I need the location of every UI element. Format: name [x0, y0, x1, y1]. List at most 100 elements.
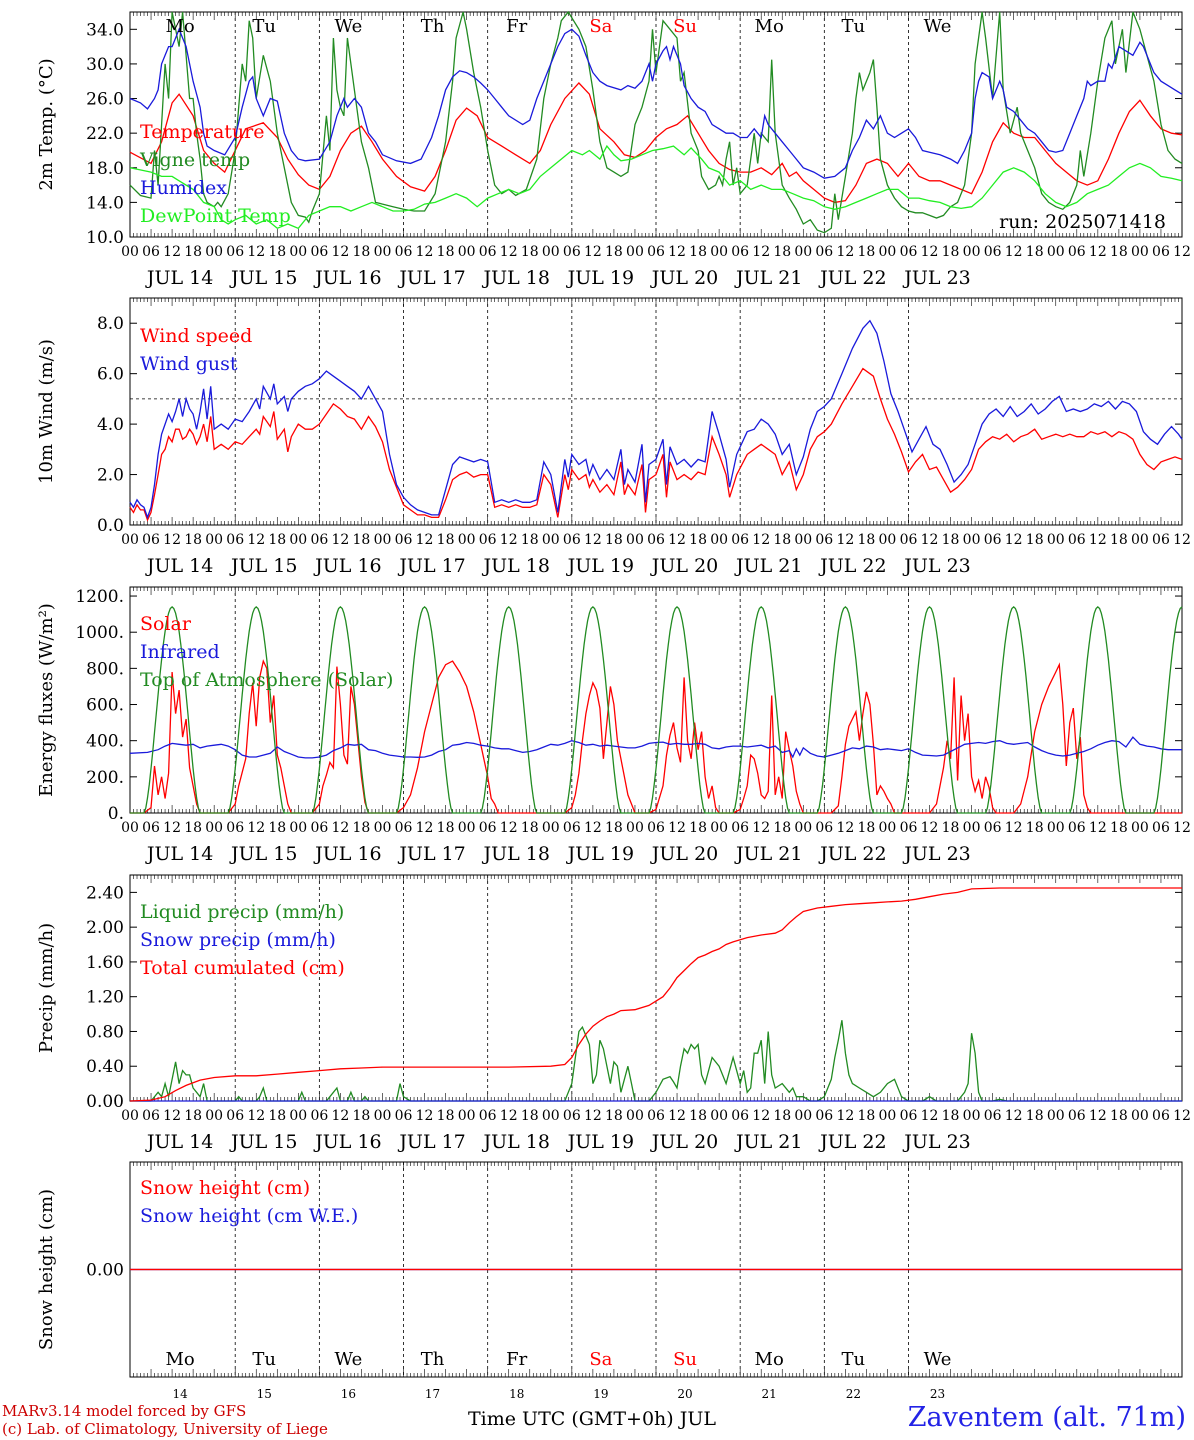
- hour-tick-label: 00: [794, 244, 812, 260]
- series-line: [130, 659, 1182, 814]
- hour-tick-label: 00: [1131, 1108, 1149, 1124]
- hour-tick-label: 12: [247, 244, 265, 260]
- date-label: JUL 14: [145, 1131, 213, 1153]
- date-label: JUL 19: [566, 555, 634, 577]
- y-tick-label: 400.: [86, 732, 124, 752]
- hour-tick-label: 00: [289, 532, 307, 548]
- date-label: JUL 19: [566, 267, 634, 289]
- hour-tick-label: 18: [689, 820, 707, 836]
- hour-tick-label: 00: [963, 244, 981, 260]
- date-label: JUL 15: [229, 843, 297, 865]
- hour-tick-label: 12: [416, 244, 434, 260]
- hour-tick-label: 00: [794, 1108, 812, 1124]
- hour-tick-label: 06: [815, 532, 833, 548]
- date-label: JUL 16: [313, 843, 381, 865]
- date-label: JUL 22: [818, 843, 886, 865]
- day-name: Mo: [755, 16, 784, 37]
- hour-tick-label: 12: [1173, 244, 1191, 260]
- y-tick-label: 8.0: [97, 314, 124, 334]
- hour-tick-label: 06: [1152, 820, 1170, 836]
- hour-tick-label: 00: [879, 1108, 897, 1124]
- hour-tick-label: 00: [879, 244, 897, 260]
- hour-tick-label: 00: [289, 1108, 307, 1124]
- hour-tick-label: 12: [584, 532, 602, 548]
- y-tick-label: 1000.: [75, 623, 124, 643]
- series-line: [129, 27, 1183, 179]
- hour-tick-label: 18: [605, 1108, 623, 1124]
- hour-tick-label: 12: [921, 244, 939, 260]
- date-label: JUL 16: [313, 555, 381, 577]
- hour-tick-label: 18: [268, 244, 286, 260]
- legend-entry: Snow height (cm): [140, 1177, 310, 1199]
- day-number: 23: [930, 1387, 945, 1401]
- day-number: 21: [762, 1387, 777, 1401]
- hour-tick-label: 18: [1026, 820, 1044, 836]
- hour-tick-label: 12: [921, 532, 939, 548]
- hour-tick-label: 00: [626, 532, 644, 548]
- date-label: JUL 19: [566, 843, 634, 865]
- hour-tick-label: 18: [857, 244, 875, 260]
- series-line: [130, 606, 1183, 814]
- hour-tick-label: 06: [900, 1108, 918, 1124]
- hour-tick-label: 12: [752, 1108, 770, 1124]
- date-label: JUL 18: [481, 1131, 549, 1153]
- hour-tick-label: 12: [584, 820, 602, 836]
- day-number: 20: [677, 1387, 692, 1401]
- date-label: JUL 20: [650, 555, 718, 577]
- day-name: We: [335, 16, 363, 37]
- hour-tick-label: 12: [500, 532, 518, 548]
- y-tick-label: 2.40: [86, 883, 124, 903]
- hour-tick-label: 12: [921, 820, 939, 836]
- series-line: [129, 144, 1183, 230]
- y-axis-label: Precip (mm/h): [36, 923, 57, 1053]
- hour-tick-label: 06: [1152, 1108, 1170, 1124]
- date-label: JUL 21: [734, 267, 802, 289]
- hour-tick-label: 06: [647, 532, 665, 548]
- legend-entry: DewPoint Temp: [140, 205, 291, 227]
- y-tick-label: 26.0: [86, 90, 124, 110]
- hour-tick-label: 00: [1047, 532, 1065, 548]
- hour-tick-label: 00: [542, 532, 560, 548]
- hour-tick-label: 12: [836, 532, 854, 548]
- y-tick-label: 30.0: [86, 55, 124, 75]
- hour-tick-label: 06: [1068, 820, 1086, 836]
- y-tick-label: 0.40: [86, 1057, 124, 1077]
- legend-entry: Wind speed: [140, 325, 252, 347]
- day-name: Tu: [842, 1349, 866, 1370]
- hour-tick-label: 06: [142, 820, 160, 836]
- date-label: JUL 17: [397, 843, 465, 865]
- hour-tick-label: 12: [331, 532, 349, 548]
- station-title: Zaventem (alt. 71m): [907, 1402, 1186, 1433]
- hour-tick-label: 18: [1110, 1108, 1128, 1124]
- date-label: JUL 16: [313, 267, 381, 289]
- hour-tick-label: 06: [395, 820, 413, 836]
- hour-tick-label: 18: [689, 244, 707, 260]
- hour-tick-label: 18: [521, 532, 539, 548]
- hour-tick-label: 06: [1068, 1108, 1086, 1124]
- hour-tick-label: 18: [605, 820, 623, 836]
- legend-entry: Snow precip (mm/h): [140, 929, 336, 951]
- series-line: [129, 82, 1183, 204]
- hour-tick-label: 12: [416, 532, 434, 548]
- y-tick-label: 0.: [108, 804, 124, 824]
- date-label: JUL 20: [650, 843, 718, 865]
- date-label: JUL 23: [902, 555, 970, 577]
- hour-tick-label: 12: [836, 820, 854, 836]
- date-label: JUL 19: [566, 1131, 634, 1153]
- hour-tick-label: 18: [353, 244, 371, 260]
- hour-tick-label: 12: [247, 532, 265, 548]
- y-tick-label: 0.80: [86, 1022, 124, 1042]
- hour-tick-label: 12: [1005, 820, 1023, 836]
- date-label: JUL 22: [818, 555, 886, 577]
- hour-tick-label: 18: [184, 532, 202, 548]
- date-label: JUL 17: [397, 267, 465, 289]
- hour-tick-label: 06: [226, 532, 244, 548]
- y-tick-label: 0.00: [86, 1261, 124, 1281]
- hour-tick-label: 00: [710, 820, 728, 836]
- y-axis-label: 2m Temp. (°C): [36, 58, 57, 190]
- legend-entry: Snow height (cm W.E.): [140, 1205, 358, 1227]
- run-label: run: 2025071418: [999, 211, 1166, 233]
- legend-entry: Solar: [140, 613, 192, 635]
- hour-tick-label: 18: [437, 820, 455, 836]
